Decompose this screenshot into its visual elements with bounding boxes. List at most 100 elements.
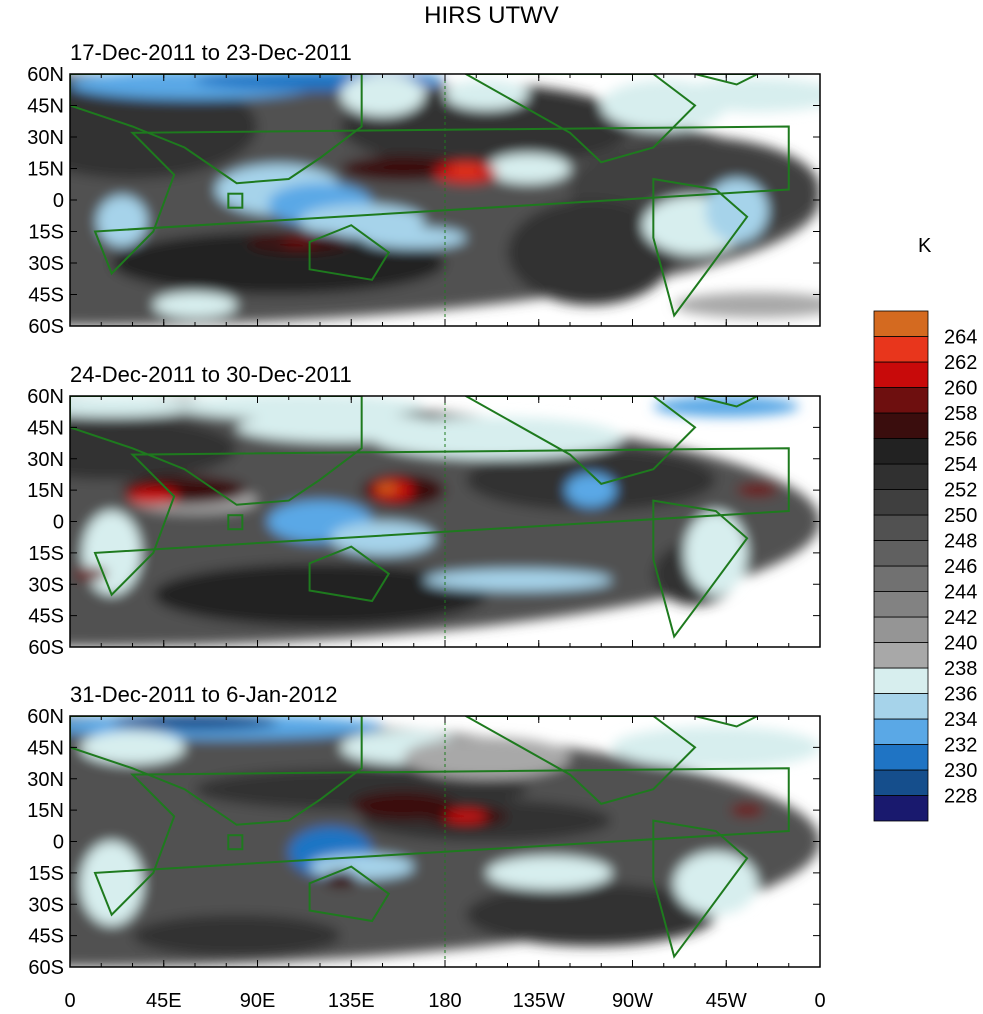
colorbar-label: 254 <box>944 454 977 476</box>
colorbar-swatch <box>873 769 929 796</box>
contour-region <box>153 563 487 627</box>
panel-title-1: 17-Dec-2011 to 23-Dec-2011 <box>70 40 352 65</box>
continent-outline <box>308 224 391 281</box>
contour-region <box>340 74 425 116</box>
y-tick-label: 60N <box>27 64 64 86</box>
colorbar-label: 246 <box>944 556 977 578</box>
continent-outline <box>694 396 758 408</box>
contour-region <box>486 856 612 890</box>
contour-region <box>132 914 341 957</box>
contour-region <box>465 883 716 947</box>
y-tick-label: 0 <box>53 512 64 534</box>
contour-field <box>70 716 820 967</box>
colorbar-swatch <box>873 387 929 414</box>
continent-outline <box>70 74 363 185</box>
contour-region <box>674 292 820 318</box>
colorbar-label: 240 <box>944 633 977 655</box>
y-tick-label: 30S <box>28 253 64 275</box>
colorbar-label: 260 <box>944 378 977 400</box>
y-tick-label: 45N <box>27 737 64 759</box>
contour-region <box>324 870 358 888</box>
colorbar-swatch <box>873 438 929 465</box>
colorbar-swatch <box>873 310 929 337</box>
contour-region <box>330 521 435 555</box>
colorbar-label: 264 <box>944 327 977 349</box>
y-tick-label: 45S <box>28 285 64 307</box>
x-tick-label: 0 <box>814 990 825 1012</box>
panel-title-3: 31-Dec-2011 to 6-Jan-2012 <box>70 682 338 707</box>
y-tick-label: 60S <box>28 957 64 979</box>
continent-outline <box>93 125 790 276</box>
contour-region <box>111 716 279 731</box>
colorbar-swatch <box>873 667 929 694</box>
colorbar-swatch <box>873 591 929 618</box>
continent-outline <box>308 545 391 603</box>
y-tick-label: 30N <box>27 449 64 471</box>
map-panel-3 <box>70 716 820 967</box>
colorbar-label: 250 <box>944 505 977 527</box>
colorbar-label: 244 <box>944 582 977 604</box>
y-tick-label: 45N <box>27 417 64 439</box>
contour-region <box>282 237 316 247</box>
region-marker <box>227 192 244 209</box>
contour-region <box>153 292 237 318</box>
contour-region <box>340 155 466 182</box>
colorbar-swatch <box>873 336 929 363</box>
y-tick-label: 0 <box>53 832 64 854</box>
colorbar-label: 242 <box>944 607 977 629</box>
contour-region <box>449 164 483 177</box>
colorbar-swatch <box>873 744 929 771</box>
colorbar-swatch <box>873 361 929 388</box>
colorbar-swatch <box>873 489 929 516</box>
continent-outline <box>652 499 749 639</box>
contour-region <box>70 416 237 480</box>
panel-title-2: 24-Dec-2011 to 30-Dec-2011 <box>70 362 352 387</box>
contour-region <box>601 80 727 131</box>
contour-field <box>70 396 820 647</box>
contour-region <box>486 153 570 184</box>
contour-region <box>376 483 398 493</box>
map-panel-1 <box>70 74 820 326</box>
contour-field <box>70 74 820 326</box>
y-tick-label: 30N <box>27 769 64 791</box>
colorbar-label: 238 <box>944 658 977 680</box>
continent-outline <box>652 177 749 318</box>
colorbar-label: 262 <box>944 352 977 374</box>
continent-outline <box>70 396 363 506</box>
colorbar-swatch <box>873 514 929 541</box>
contour-region <box>80 730 185 765</box>
continent-outline <box>652 819 749 959</box>
y-tick-label: 15N <box>27 480 64 502</box>
contour-region <box>565 473 616 507</box>
colorbar-swatch <box>873 540 929 567</box>
coastlines <box>70 396 790 639</box>
contour-region <box>507 200 675 305</box>
colorbar-swatch <box>873 693 929 720</box>
colorbar-swatch <box>873 616 929 643</box>
continent-outline <box>463 74 697 164</box>
colorbar-units-label: K <box>918 235 932 257</box>
y-tick-label: 45N <box>27 96 64 118</box>
continent-outline <box>463 716 697 805</box>
y-tick-label: 45S <box>28 926 64 948</box>
colorbar-label: 234 <box>944 709 977 731</box>
x-tick-label: 45E <box>146 990 182 1012</box>
colorbar-swatch <box>873 795 929 822</box>
contour-region <box>653 396 800 417</box>
contour-region <box>424 569 612 591</box>
colorbar-label: 230 <box>944 760 977 782</box>
y-tick-label: 60S <box>28 316 64 338</box>
coastlines <box>70 74 790 318</box>
y-tick-label: 15N <box>27 800 64 822</box>
y-tick-label: 60N <box>27 386 64 408</box>
x-tick-label: 90E <box>240 990 276 1012</box>
contour-region <box>445 810 487 823</box>
continent-outline <box>70 716 363 826</box>
continent-outline <box>463 396 697 485</box>
colorbar-label: 252 <box>944 480 977 502</box>
contour-region <box>445 80 529 110</box>
colorbar-label: 228 <box>944 786 977 808</box>
continent-outline <box>93 447 790 597</box>
contour-region <box>80 841 143 926</box>
contour-region <box>730 803 764 817</box>
